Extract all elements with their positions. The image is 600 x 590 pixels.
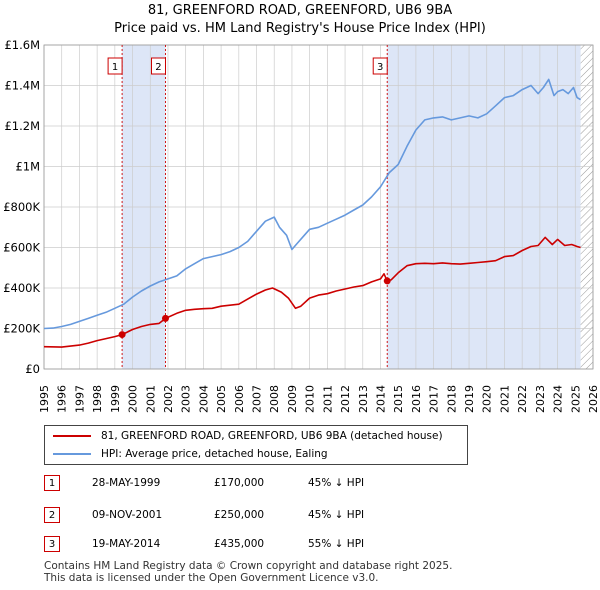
y-tick-label: £1M (15, 160, 40, 174)
y-tick-label: £0 (25, 362, 40, 376)
x-tick-label: 2021 (498, 385, 511, 413)
legend-line-hpi (53, 453, 91, 455)
y-tick-label: £1.2M (4, 119, 40, 133)
transaction-date: 19-MAY-2014 (92, 538, 161, 550)
x-tick-label: 2016 (410, 385, 423, 413)
transaction-date: 28-MAY-1999 (92, 477, 161, 489)
series-line-hpi (43, 78, 582, 330)
transaction-price: £435,000 (214, 538, 265, 550)
x-tick-label: 2001 (144, 385, 157, 413)
x-tick-label: 2003 (180, 385, 193, 413)
plot-frame (43, 44, 594, 370)
x-tick-label: 2015 (392, 385, 405, 413)
x-tick-label: 1998 (91, 385, 104, 413)
transaction-marker-2: 2 (44, 507, 60, 523)
transaction-price: £250,000 (214, 509, 265, 521)
transaction-row: 1 28-MAY-1999 £170,000 45% ↓ HPI (44, 473, 364, 493)
x-tick-label: 2017 (428, 385, 441, 413)
price-chart: £0 £200K £400K £600K £800K £1M £1.2M £1.4M £1.6M… (3, 38, 600, 413)
legend-label-hpi: HPI: Average price, detached house, Eali… (101, 448, 328, 460)
x-tick-label: 2014 (374, 385, 387, 413)
x-tick-label: 1995 (38, 385, 51, 413)
footer-licence: This data is licensed under the Open Gov… (44, 572, 379, 584)
legend-line-property (53, 435, 91, 437)
sale-point-2 (161, 314, 169, 322)
x-tick-label: 2007 (251, 385, 264, 413)
transaction-marker-3: 3 (44, 536, 60, 552)
series-line-property (43, 236, 581, 348)
sale-point-3 (383, 277, 391, 285)
chart-marker-box-3 (372, 57, 388, 75)
x-tick-label: 2024 (552, 385, 565, 413)
chart-marker-label-3: 3 (377, 62, 383, 73)
x-tick-label: 1996 (56, 385, 69, 413)
y-tick-label: £1.4M (4, 79, 40, 93)
sale-point-1 (118, 331, 126, 339)
x-tick-label: 1997 (73, 385, 86, 413)
x-tick-label: 1999 (109, 385, 122, 413)
x-tick-label: 2000 (127, 385, 140, 413)
x-tick-label: 2020 (481, 385, 494, 413)
x-tick-label: 2023 (534, 385, 547, 413)
transaction-hpi-diff: 45% ↓ HPI (308, 477, 365, 489)
legend-item-property: 81, GREENFORD ROAD, GREENFORD, UB6 9BA (… (53, 428, 443, 444)
transaction-marker-1: 1 (44, 475, 60, 491)
chart-legend: 81, GREENFORD ROAD, GREENFORD, UB6 9BA (… (44, 425, 468, 465)
x-tick-label: 2022 (516, 385, 529, 413)
x-tick-label: 2002 (162, 385, 175, 413)
x-tick-label: 2008 (268, 385, 281, 413)
transaction-hpi-diff: 45% ↓ HPI (308, 509, 365, 521)
x-tick-label: 2018 (445, 385, 458, 413)
y-tick-label: £200K (3, 322, 40, 336)
y-tick-label: £1.6M (4, 38, 40, 52)
x-tick-label: 2006 (233, 385, 246, 413)
chart-title-line1: 81, GREENFORD ROAD, GREENFORD, UB6 9BA (147, 3, 453, 18)
x-tick-label: 2010 (304, 385, 317, 413)
transaction-row: 2 09-NOV-2001 £250,000 45% ↓ HPI (44, 505, 364, 525)
footer-copyright: Contains HM Land Registry data © Crown c… (44, 560, 453, 572)
x-tick-label: 2011 (321, 385, 334, 413)
transaction-row: 3 19-MAY-2014 £435,000 55% ↓ HPI (44, 534, 364, 554)
x-tick-label: 2009 (286, 385, 299, 413)
legend-item-hpi: HPI: Average price, detached house, Eali… (53, 446, 328, 462)
y-tick-label: £400K (3, 281, 40, 295)
y-tick-label: £800K (3, 200, 40, 214)
chart-marker-label-2: 2 (155, 62, 161, 73)
y-tick-label: £600K (3, 241, 40, 255)
transaction-hpi-diff: 55% ↓ HPI (308, 538, 365, 550)
x-tick-label: 2013 (357, 385, 370, 413)
transaction-date: 09-NOV-2001 (92, 509, 163, 521)
chart-marker-label-1: 1 (112, 62, 118, 73)
chart-marker-box-2 (150, 57, 166, 75)
x-tick-label: 2019 (463, 385, 476, 413)
x-tick-label: 2026 (587, 385, 600, 413)
chart-marker-box-1 (107, 57, 123, 75)
x-tick-label: 2012 (339, 385, 352, 413)
chart-title-line2: Price paid vs. HM Land Registry's House … (114, 21, 486, 36)
x-tick-label: 2004 (197, 385, 210, 413)
transaction-price: £170,000 (214, 477, 265, 489)
x-tick-label: 2025 (569, 385, 582, 413)
legend-label-property: 81, GREENFORD ROAD, GREENFORD, UB6 9BA (… (101, 430, 443, 442)
x-tick-label: 2005 (215, 385, 228, 413)
